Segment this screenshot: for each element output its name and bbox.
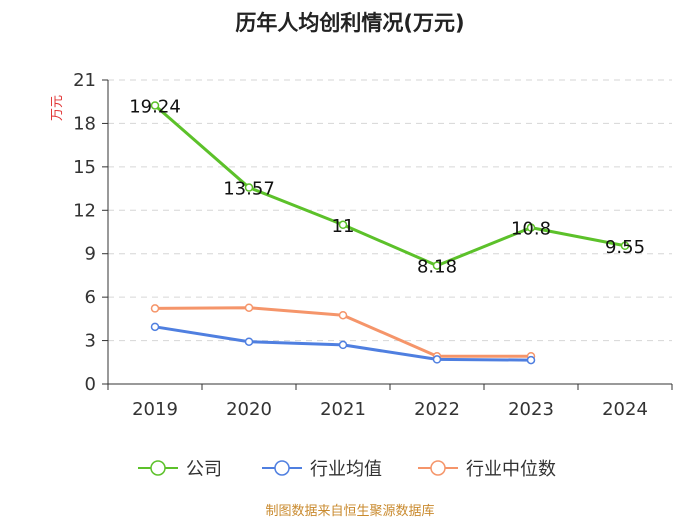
legend-label: 公司 [186, 459, 222, 480]
y-tick-label: 9 [85, 244, 96, 265]
data-label: 10.8 [511, 219, 551, 240]
data-point [526, 223, 536, 232]
y-tick-label: 6 [85, 287, 96, 308]
legend-item: 行业中位数 [418, 459, 556, 480]
y-tick-label: 15 [73, 157, 96, 178]
legend-item: 行业均值 [262, 459, 382, 480]
legend-swatch-marker [274, 460, 290, 476]
y-tick-label: 0 [85, 374, 96, 395]
data-label: 8.18 [417, 257, 457, 278]
data-point [150, 322, 160, 332]
series-lines [150, 101, 630, 365]
data-label: 13.57 [223, 179, 275, 200]
y-tick-label: 12 [73, 200, 96, 221]
x-tick-label: 2022 [414, 399, 460, 420]
axes: 0 3 6 9 12 15 18 21 2019 2020 2021 2022 2023 2024 [73, 70, 673, 420]
data-point [432, 355, 442, 364]
x-tick-label: 2019 [132, 399, 178, 420]
chart-title: 历年人均创利情况(万元) [235, 11, 464, 35]
data-point [338, 220, 348, 230]
data-point [150, 304, 160, 313]
data-label: 9.55 [605, 237, 645, 258]
legend-swatch-marker [430, 460, 446, 476]
y-axis-unit-label: 万元 [50, 95, 65, 121]
data-point [432, 261, 442, 270]
data-point [620, 241, 630, 251]
legend: 公司 行业均值 行业中位数 [138, 459, 556, 480]
legend-label: 行业均值 [310, 459, 382, 480]
y-tick-label: 18 [73, 113, 96, 134]
data-label: 11 [332, 216, 355, 237]
data-labels: 19.24 13.57 11 8.18 10.8 9.55 [129, 96, 645, 277]
series-line-0 [154, 104, 626, 268]
data-label: 19.24 [129, 96, 181, 117]
x-tick-label: 2024 [602, 399, 648, 420]
grid-lines [108, 79, 672, 342]
data-point [338, 340, 348, 350]
data-point [244, 183, 254, 192]
legend-item: 公司 [138, 459, 222, 480]
legend-label: 行业中位数 [466, 459, 556, 480]
data-point [244, 303, 254, 312]
x-tick-label: 2021 [320, 399, 366, 420]
legend-swatch-marker [150, 460, 166, 476]
data-point [244, 337, 254, 346]
data-point [526, 355, 536, 365]
source-note: 制图数据来自恒生聚源数据库 [265, 503, 434, 519]
x-tick-label: 2023 [508, 399, 554, 420]
data-point [338, 310, 348, 320]
y-tick-label: 21 [73, 70, 96, 91]
x-tick-label: 2020 [226, 399, 272, 420]
y-tick-label: 3 [85, 331, 96, 352]
data-point [150, 101, 160, 110]
